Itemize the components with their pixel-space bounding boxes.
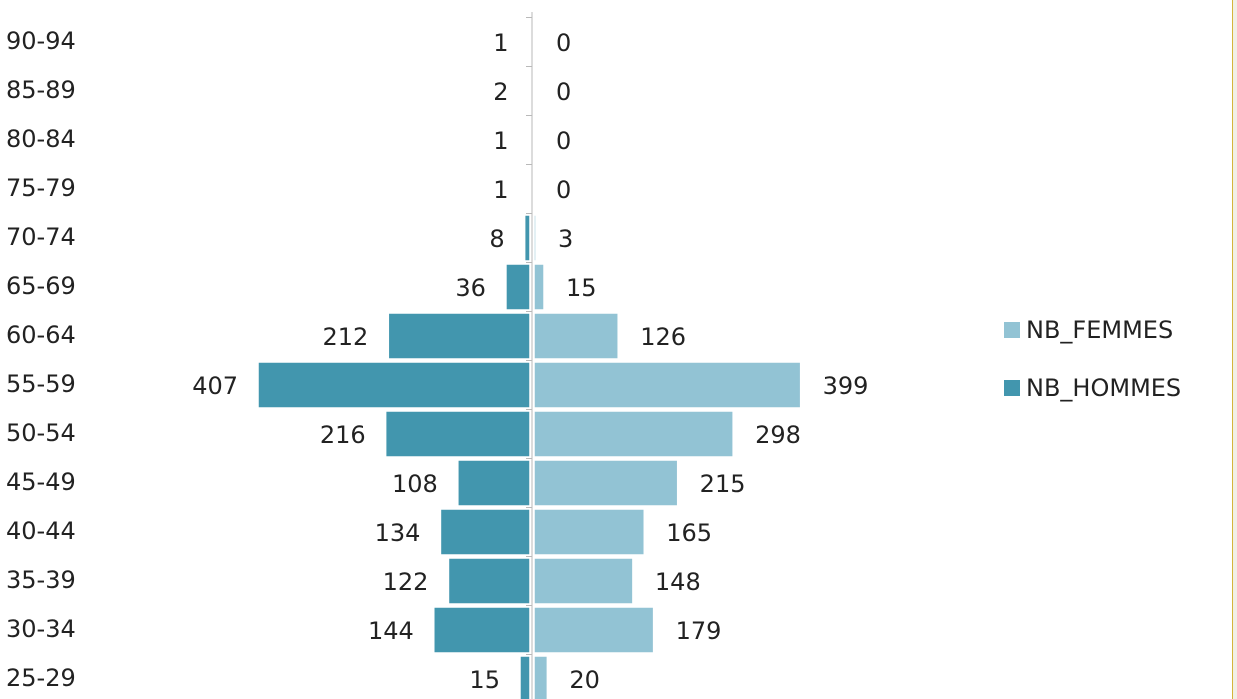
data-label-femmes: 215 xyxy=(700,470,746,498)
data-label-hommes: 1 xyxy=(493,29,508,57)
data-label-femmes: 298 xyxy=(755,421,801,449)
data-label-hommes: 1 xyxy=(493,176,508,204)
bar-hommes xyxy=(527,116,531,164)
bar-hommes xyxy=(447,557,531,605)
data-label-hommes: 2 xyxy=(493,78,508,106)
category-label: 70-74 xyxy=(6,223,76,251)
category-label: 85-89 xyxy=(6,76,76,104)
bar-femmes xyxy=(533,459,679,507)
legend-swatch xyxy=(1004,380,1020,396)
data-label-hommes: 212 xyxy=(323,323,369,351)
data-label-femmes: 126 xyxy=(640,323,686,351)
data-label-hommes: 216 xyxy=(320,421,366,449)
data-label-femmes: 399 xyxy=(823,372,869,400)
category-label: 50-54 xyxy=(6,419,76,447)
data-label-femmes: 0 xyxy=(556,176,571,204)
data-label-hommes: 1 xyxy=(493,127,508,155)
category-label: 25-29 xyxy=(6,664,76,692)
legend-swatch xyxy=(1004,322,1020,338)
bar-hommes xyxy=(257,361,531,409)
data-label-hommes: 8 xyxy=(489,225,504,253)
bar-hommes xyxy=(457,459,531,507)
bar-hommes xyxy=(384,410,531,458)
data-label-hommes: 36 xyxy=(455,274,486,302)
data-label-femmes: 3 xyxy=(558,225,573,253)
data-label-femmes: 15 xyxy=(566,274,597,302)
legend-label: NB_FEMMES xyxy=(1026,316,1173,344)
data-label-femmes: 148 xyxy=(655,568,701,596)
bar-hommes xyxy=(505,263,531,311)
data-label-hommes: 134 xyxy=(375,519,421,547)
category-label: 45-49 xyxy=(6,468,76,496)
bar-femmes xyxy=(533,557,634,605)
bar-femmes xyxy=(533,655,549,699)
bar-femmes xyxy=(533,263,545,311)
bar-hommes xyxy=(527,165,531,213)
data-label-femmes: 179 xyxy=(676,617,722,645)
data-label-hommes: 144 xyxy=(368,617,414,645)
data-label-femmes: 0 xyxy=(556,127,571,155)
data-label-hommes: 108 xyxy=(392,470,438,498)
data-label-femmes: 20 xyxy=(569,666,600,694)
data-label-femmes: 0 xyxy=(556,78,571,106)
data-label-hommes: 15 xyxy=(469,666,500,694)
bar-hommes xyxy=(527,18,531,66)
bar-hommes xyxy=(527,67,531,115)
bar-hommes xyxy=(433,606,531,654)
category-label: 80-84 xyxy=(6,125,76,153)
category-label: 55-59 xyxy=(6,370,76,398)
bar-femmes xyxy=(533,312,619,360)
category-label: 60-64 xyxy=(6,321,76,349)
bar-hommes xyxy=(523,214,531,262)
category-label: 35-39 xyxy=(6,566,76,594)
bar-hommes xyxy=(387,312,531,360)
category-label: 40-44 xyxy=(6,517,76,545)
data-label-femmes: 0 xyxy=(556,29,571,57)
legend-label: NB_HOMMES xyxy=(1026,374,1181,402)
category-label: 65-69 xyxy=(6,272,76,300)
bar-femmes xyxy=(533,410,734,458)
category-label: 30-34 xyxy=(6,615,76,643)
bar-hommes xyxy=(439,508,531,556)
bar-femmes xyxy=(533,508,646,556)
bar-femmes xyxy=(533,606,655,654)
bar-femmes xyxy=(533,214,537,262)
category-label: 75-79 xyxy=(6,174,76,202)
bar-femmes xyxy=(533,361,802,409)
data-label-hommes: 407 xyxy=(192,372,238,400)
category-label: 90-94 xyxy=(6,27,76,55)
data-label-femmes: 165 xyxy=(666,519,712,547)
bar-hommes xyxy=(519,655,531,699)
data-label-hommes: 122 xyxy=(383,568,429,596)
